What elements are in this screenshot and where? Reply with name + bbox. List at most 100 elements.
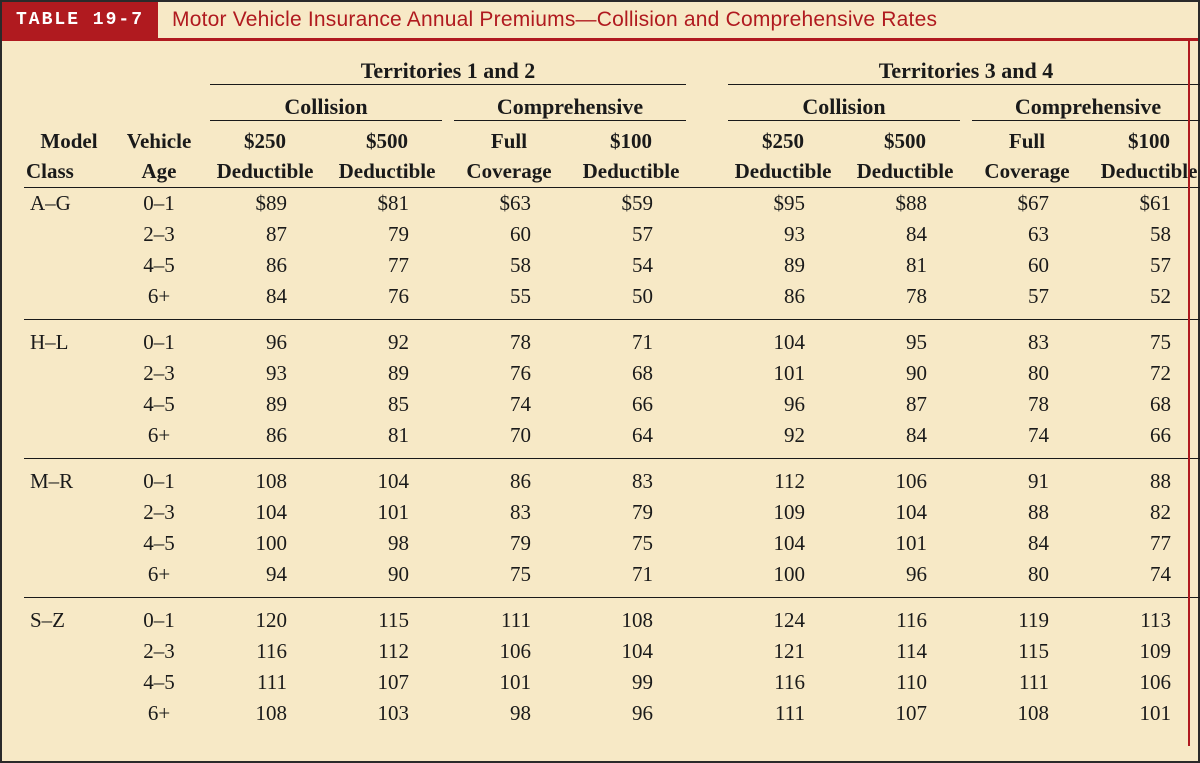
rate-cell: 79 (448, 528, 570, 559)
rate-cell: 106 (1088, 667, 1200, 698)
rate-cell: 92 (722, 420, 844, 459)
rate-cell: 84 (844, 219, 966, 250)
rate-cell: 104 (326, 459, 448, 498)
col-header: $100 (1088, 126, 1200, 156)
rate-cell: 103 (326, 698, 448, 736)
rate-cell: 68 (1088, 389, 1200, 420)
rate-cell: 64 (570, 420, 692, 459)
rate-cell: 96 (204, 320, 326, 359)
model-class-cell (24, 219, 114, 250)
rate-cell: $95 (722, 188, 844, 220)
rate-cell: 96 (570, 698, 692, 736)
rate-cell: 86 (204, 420, 326, 459)
rate-cell: 76 (448, 358, 570, 389)
rate-cell: 112 (326, 636, 448, 667)
rate-cell: $59 (570, 188, 692, 220)
model-class-cell (24, 559, 114, 598)
rate-cell: 112 (722, 459, 844, 498)
rate-cell: 80 (966, 358, 1088, 389)
vehicle-age-cell: 2–3 (114, 497, 204, 528)
rate-cell: 115 (326, 598, 448, 637)
rate-cell: 107 (844, 698, 966, 736)
rate-cell: $67 (966, 188, 1088, 220)
territory-header-1: Territories 1 and 2 (204, 55, 692, 92)
model-class-cell (24, 497, 114, 528)
rate-cell: 111 (204, 667, 326, 698)
rate-cell: 99 (570, 667, 692, 698)
vehicle-age-cell: 4–5 (114, 250, 204, 281)
rate-cell: 89 (722, 250, 844, 281)
rate-cell: 83 (448, 497, 570, 528)
rate-cell: 116 (722, 667, 844, 698)
rate-cell: 87 (844, 389, 966, 420)
rate-cell: 82 (1088, 497, 1200, 528)
rate-cell: 100 (722, 559, 844, 598)
rate-cell: 55 (448, 281, 570, 320)
rate-cell: 75 (1088, 320, 1200, 359)
model-class-cell (24, 389, 114, 420)
rate-cell: 54 (570, 250, 692, 281)
rate-cell: 78 (844, 281, 966, 320)
col-header: $250 (204, 126, 326, 156)
vehicle-age-cell: 4–5 (114, 528, 204, 559)
rate-cell: 85 (326, 389, 448, 420)
model-class-cell (24, 281, 114, 320)
rate-cell: $63 (448, 188, 570, 220)
row-label-header-model-line1: Model (24, 126, 114, 156)
table-row: 6+8681706492847466 (24, 420, 1200, 459)
table-row: 2–393897668101908072 (24, 358, 1200, 389)
rate-cell: 50 (570, 281, 692, 320)
rate-cell: 107 (326, 667, 448, 698)
rate-cell: 100 (204, 528, 326, 559)
model-class-cell (24, 528, 114, 559)
rate-cell: 101 (722, 358, 844, 389)
col-header: $100 (570, 126, 692, 156)
rate-cell: 90 (326, 559, 448, 598)
rate-cell: 66 (1088, 420, 1200, 459)
table-body: A–G0–1$89$81$63$59$95$88$67$612–38779605… (24, 188, 1200, 737)
rate-cell: 77 (326, 250, 448, 281)
rate-cell: 104 (722, 320, 844, 359)
model-class-cell: A–G (24, 188, 114, 220)
rate-cell: 86 (722, 281, 844, 320)
rate-cell: 111 (722, 698, 844, 736)
col-header: Deductible (1088, 156, 1200, 188)
rate-cell: 91 (966, 459, 1088, 498)
rate-cell: 120 (204, 598, 326, 637)
table-header-bar: TABLE 19-7 Motor Vehicle Insurance Annua… (2, 2, 1198, 41)
row-label-header-age-line2: Age (114, 156, 204, 188)
col-header: Full (966, 126, 1088, 156)
rate-cell: 86 (448, 459, 570, 498)
coverage-header: Comprehensive (448, 92, 692, 126)
vehicle-age-cell: 4–5 (114, 389, 204, 420)
rate-cell: 119 (966, 598, 1088, 637)
table-row: 4–58677585489816057 (24, 250, 1200, 281)
rates-table: Territories 1 and 2 Territories 3 and 4 … (24, 55, 1200, 736)
rate-cell: 110 (844, 667, 966, 698)
page-container: TABLE 19-7 Motor Vehicle Insurance Annua… (0, 0, 1200, 763)
vehicle-age-cell: 6+ (114, 698, 204, 736)
rate-cell: 113 (1088, 598, 1200, 637)
table-row: 4–511110710199116110111106 (24, 667, 1200, 698)
coverage-header: Collision (204, 92, 448, 126)
table-row: 4–58985746696877868 (24, 389, 1200, 420)
rate-cell: 108 (570, 598, 692, 637)
rate-cell: 93 (204, 358, 326, 389)
table-row: 6+1081039896111107108101 (24, 698, 1200, 736)
rate-cell: 78 (448, 320, 570, 359)
table-row: S–Z0–1120115111108124116119113 (24, 598, 1200, 637)
rate-cell: 78 (966, 389, 1088, 420)
rate-cell: 96 (844, 559, 966, 598)
vehicle-age-cell: 2–3 (114, 636, 204, 667)
territory-header-2: Territories 3 and 4 (722, 55, 1200, 92)
vehicle-age-cell: 6+ (114, 420, 204, 459)
model-class-cell (24, 636, 114, 667)
row-label-header-age-line1: Vehicle (114, 126, 204, 156)
col-header: $500 (844, 126, 966, 156)
rate-cell: 60 (966, 250, 1088, 281)
table-row: 6+94907571100968074 (24, 559, 1200, 598)
rate-cell: 71 (570, 320, 692, 359)
rate-cell: 81 (326, 420, 448, 459)
rate-cell: 111 (966, 667, 1088, 698)
model-class-cell (24, 250, 114, 281)
